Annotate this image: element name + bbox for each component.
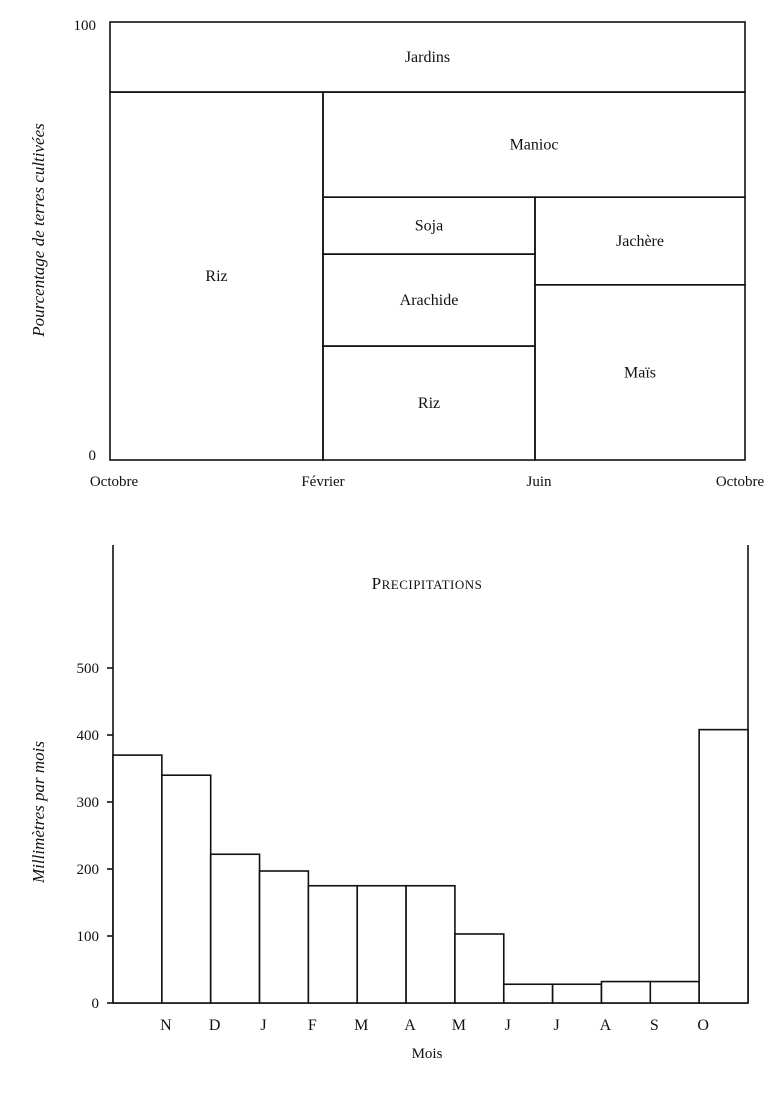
crop-block-maïs-7 (534, 283, 746, 461)
crop-ylabel: Pourcentage de terres cultivées (29, 123, 48, 338)
precip-month-12: O (697, 1017, 709, 1034)
precip-month-1: N (160, 1017, 172, 1034)
precip-bar-2 (209, 853, 261, 1004)
crop-ytick-0: 0 (89, 448, 97, 464)
crop-xtick-octobre-end: Octobre (716, 474, 765, 490)
crop-grid-lines (109, 21, 746, 461)
precip-month-8: J (505, 1017, 511, 1034)
precip-bar-8 (502, 983, 554, 1004)
precip-ytick-200: 200 (77, 862, 100, 878)
precip-bar-3 (258, 870, 310, 1004)
crop-xtick-juin: Juin (526, 474, 552, 490)
crop-xtick-octobre-start: Octobre (90, 474, 139, 490)
precip-xlabel: Mois (412, 1046, 443, 1062)
precip-month-6: A (404, 1017, 416, 1034)
precip-ytick-500: 500 (77, 661, 100, 677)
precip-month-11: S (650, 1017, 659, 1034)
precip-ytick-400: 400 (77, 728, 100, 744)
precip-bar-11 (649, 980, 700, 1004)
precip-bar-5 (356, 884, 407, 1004)
crop-block-label-2: Manioc (510, 137, 559, 154)
precip-bar-9 (551, 983, 603, 1004)
crop-block-label-4: Arachide (400, 292, 459, 309)
precipitation-chart: PRECIPITATIONS Millimètres par mois 0 100… (29, 545, 749, 1062)
precip-month-7: M (452, 1017, 466, 1034)
precip-bars (112, 728, 749, 1004)
crop-ytick-100: 100 (74, 18, 97, 34)
precip-bar-12 (698, 728, 749, 1004)
precip-ytick-300: 300 (77, 795, 100, 811)
precip-bar-6 (405, 884, 456, 1004)
precip-ytick-100: 100 (77, 929, 100, 945)
crop-block-label-0: Jardins (405, 49, 450, 66)
precip-month-5: M (354, 1017, 368, 1034)
precip-month-10: A (600, 1017, 612, 1034)
precip-bar-4 (307, 884, 359, 1004)
precip-ytick-0: 0 (92, 996, 100, 1012)
precip-month-9: J (553, 1017, 559, 1034)
precip-month-3: J (260, 1017, 266, 1034)
crop-calendar-chart: Pourcentage de terres cultivées 100 0 Ja… (29, 18, 764, 490)
precip-bar-10 (600, 980, 652, 1004)
crop-block-label-1: Riz (205, 268, 227, 285)
precip-bar-0 (112, 754, 163, 1004)
precip-title: PRECIPITATIONS (372, 574, 483, 593)
precip-month-4: F (308, 1017, 317, 1034)
precip-bar-1 (161, 774, 212, 1004)
precip-month-2: D (209, 1017, 221, 1034)
precip-bar-7 (454, 933, 505, 1004)
crop-block-label-7: Maïs (624, 364, 656, 381)
precip-yticks: 0 100 200 300 400 500 (77, 661, 113, 1012)
crop-block-labels: Jardins Riz Manioc Soja Arachide Riz Jachère Ma… (205, 49, 664, 412)
crop-xtick-fevrier: Février (301, 474, 344, 490)
precip-ylabel: Millimètres par mois (29, 741, 48, 884)
crop-block-label-5: Riz (418, 395, 440, 412)
crop-block-label-3: Soja (415, 218, 443, 235)
crop-block-label-6: Jachère (616, 233, 664, 250)
